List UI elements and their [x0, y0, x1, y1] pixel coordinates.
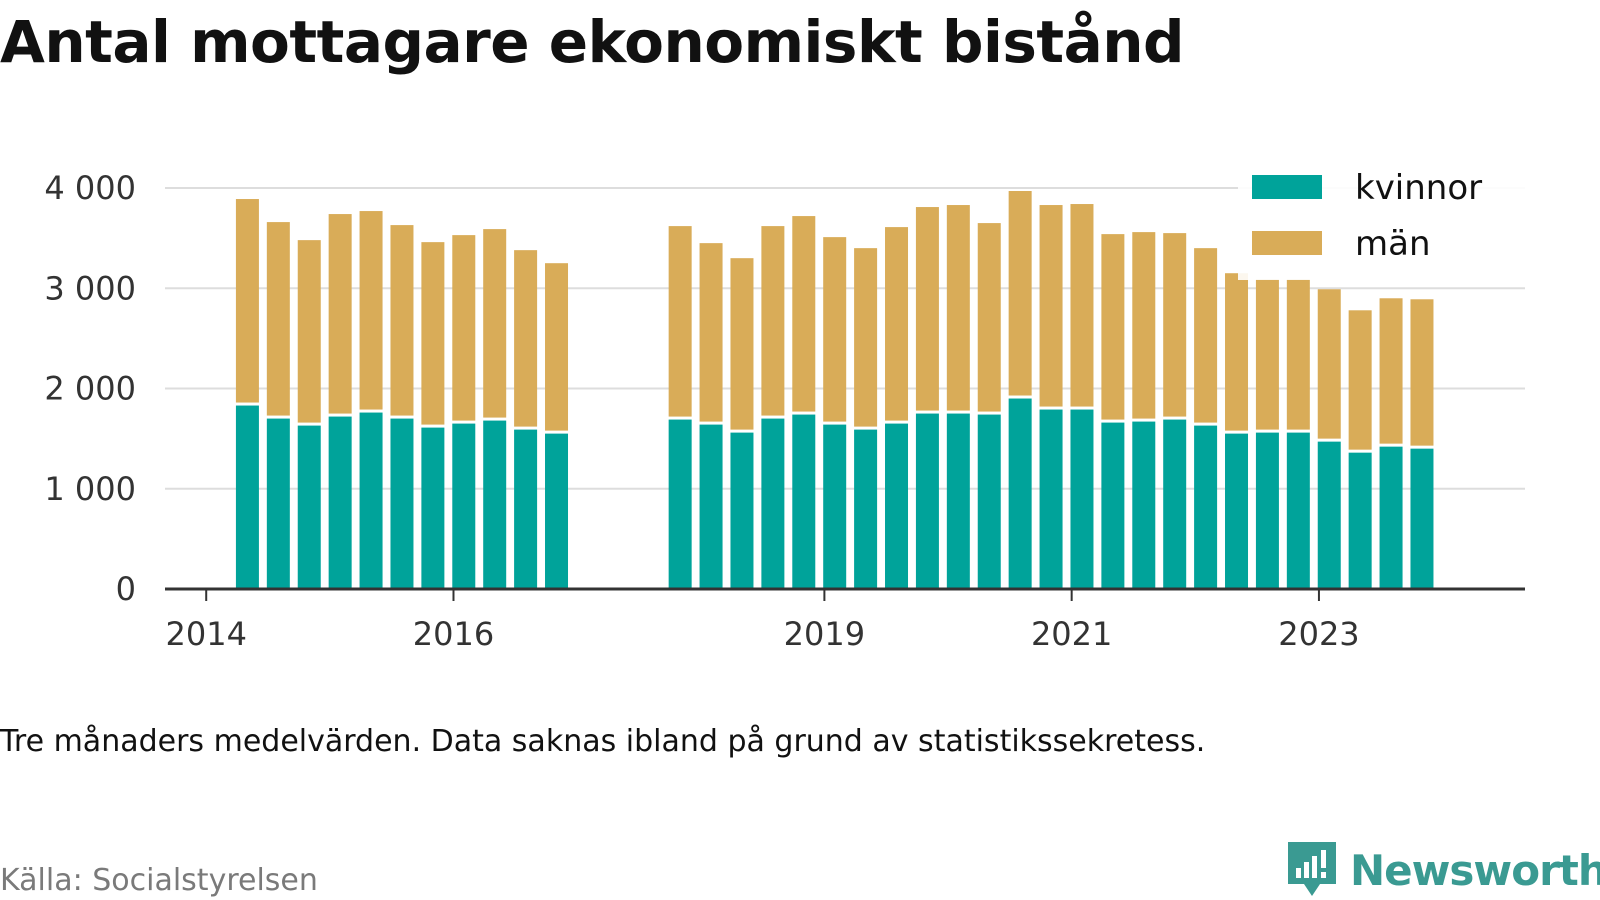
bar-man — [823, 237, 847, 422]
bar-man — [514, 250, 538, 427]
bar-man — [977, 223, 1001, 412]
bar-man — [946, 205, 970, 411]
bar-kvinnor — [730, 432, 754, 589]
bar-kvinnor — [1070, 409, 1094, 589]
bar-man — [1070, 204, 1094, 407]
bar-kvinnor — [1317, 441, 1341, 589]
source-credit: Källa: Socialstyrelsen — [0, 863, 318, 898]
bar-kvinnor — [1225, 433, 1249, 589]
bar-man — [885, 227, 909, 421]
bar-man — [730, 258, 754, 430]
bar-man — [699, 243, 723, 422]
bar-kvinnor — [761, 418, 785, 589]
bar-kvinnor — [1163, 419, 1187, 589]
y-tick-label: 2 000 — [44, 370, 136, 408]
bar-kvinnor — [699, 424, 723, 589]
x-tick-label: 2016 — [413, 615, 494, 653]
bar-man — [1286, 279, 1310, 430]
bar-kvinnor — [421, 427, 445, 589]
bar-kvinnor — [1132, 421, 1156, 589]
bar-kvinnor — [452, 423, 476, 589]
newsworthy-logo-icon — [1288, 842, 1336, 896]
bar-man — [452, 235, 476, 421]
bar-man — [1410, 299, 1434, 446]
chart-note: Tre månaders medelvärden. Data saknas ib… — [0, 724, 1206, 759]
bar-kvinnor — [915, 413, 939, 589]
bar-man — [792, 216, 816, 412]
y-tick-label: 1 000 — [44, 470, 136, 508]
legend-swatch — [1252, 175, 1322, 199]
bar-kvinnor — [1255, 432, 1279, 589]
bar-kvinnor — [1286, 432, 1310, 589]
x-tick-label: 2019 — [784, 615, 865, 653]
bar-kvinnor — [1194, 425, 1218, 589]
legend-swatch — [1252, 231, 1322, 255]
bar-man — [1132, 232, 1156, 419]
y-tick-label: 3 000 — [44, 269, 136, 307]
bar-man — [1008, 191, 1032, 396]
legend: kvinnor män — [1238, 150, 1538, 280]
bar-man — [1039, 205, 1063, 407]
bar-man — [1379, 298, 1403, 444]
bar-kvinnor — [514, 429, 538, 589]
bar-kvinnor — [390, 418, 414, 589]
bar-kvinnor — [359, 412, 383, 589]
chart-title: Antal mottagare ekonomiskt bistånd — [0, 8, 1185, 76]
bar-man — [915, 207, 939, 411]
legend-background — [1238, 150, 1538, 280]
bar-man — [266, 222, 290, 416]
bar-kvinnor — [1101, 422, 1125, 589]
bars — [235, 191, 1434, 589]
bar-kvinnor — [1379, 446, 1403, 589]
bar-kvinnor — [1410, 448, 1434, 589]
bar-kvinnor — [1039, 409, 1063, 589]
bar-man — [359, 211, 383, 410]
y-tick-label: 4 000 — [44, 169, 136, 207]
bar-man — [761, 226, 785, 416]
x-tick-label: 2021 — [1031, 615, 1112, 653]
bar-kvinnor — [885, 423, 909, 589]
bar-man — [668, 226, 692, 417]
bar-kvinnor — [1008, 398, 1032, 589]
bar-kvinnor — [266, 418, 290, 589]
bar-kvinnor — [792, 414, 816, 589]
x-tick-label: 2023 — [1278, 615, 1359, 653]
bar-man — [1225, 273, 1249, 431]
bar-kvinnor — [854, 429, 878, 589]
bar-man — [1348, 310, 1372, 450]
bar-kvinnor — [1348, 452, 1372, 589]
bar-man — [1163, 233, 1187, 417]
bar-man — [1101, 234, 1125, 420]
bar-kvinnor — [668, 419, 692, 589]
bar-kvinnor — [946, 413, 970, 589]
y-tick-label: 0 — [116, 570, 136, 608]
brand-name: Newsworthy — [1350, 845, 1600, 895]
bar-man — [854, 248, 878, 427]
legend-label: kvinnor — [1355, 168, 1482, 208]
bar-man — [421, 242, 445, 425]
x-tick-label: 2014 — [165, 615, 246, 653]
bar-kvinnor — [483, 420, 507, 589]
bar-man — [297, 240, 321, 423]
bar-kvinnor — [545, 433, 569, 589]
bar-man — [545, 263, 569, 431]
bar-kvinnor — [823, 424, 847, 589]
bar-man — [1194, 248, 1218, 423]
bar-man — [483, 229, 507, 418]
bar-kvinnor — [977, 414, 1001, 589]
bar-man — [390, 225, 414, 416]
axes: 2014 2016 2019 2021 2023 — [165, 587, 1525, 653]
bar-man — [235, 199, 259, 403]
bar-man — [1255, 279, 1279, 430]
brand-logo: Newsworthy — [1288, 842, 1600, 898]
bar-kvinnor — [235, 405, 259, 589]
bar-man — [1317, 289, 1341, 439]
bar-man — [328, 214, 352, 414]
legend-label: män — [1355, 224, 1431, 264]
bar-kvinnor — [297, 425, 321, 589]
bar-kvinnor — [328, 416, 352, 589]
